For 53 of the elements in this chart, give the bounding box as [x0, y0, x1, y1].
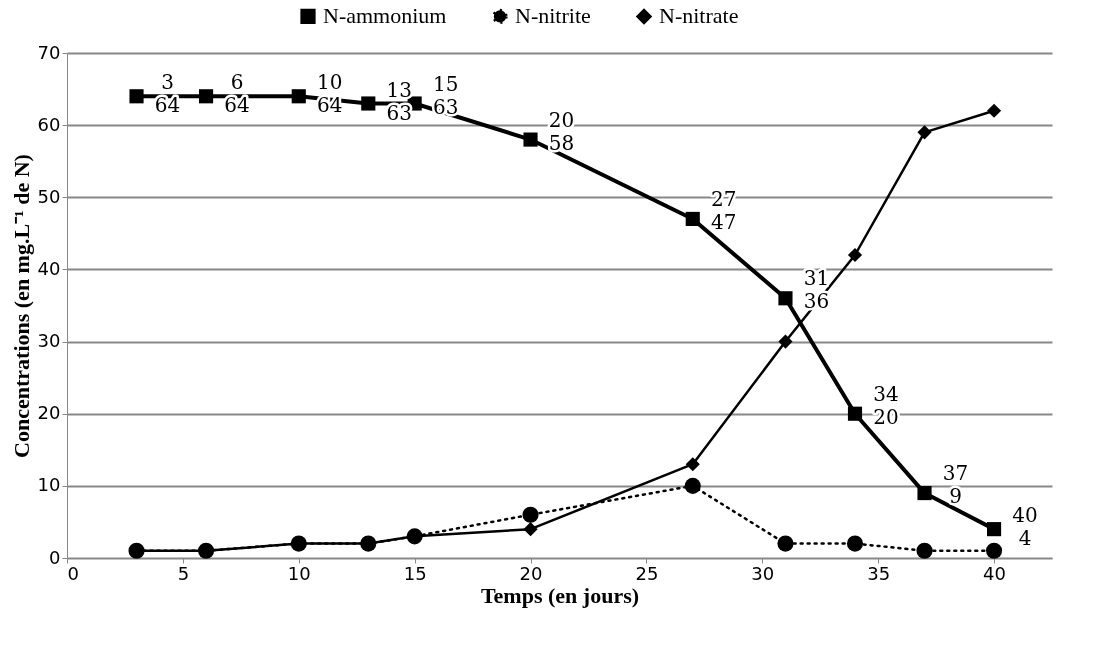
- y-tick-label: 40: [37, 257, 61, 279]
- point: [917, 125, 932, 140]
- y-tick-label: 10: [37, 474, 61, 496]
- point: [777, 535, 794, 552]
- point: [685, 211, 700, 226]
- point: [129, 89, 144, 104]
- y-tick-label: 70: [37, 41, 61, 63]
- data-label: 27 47: [711, 186, 737, 234]
- point: [685, 457, 700, 472]
- x-axis-title: Temps (en jours): [480, 582, 640, 608]
- point: [986, 542, 1003, 559]
- point: [778, 291, 793, 306]
- point: [986, 103, 1002, 118]
- data-label: 10 64: [317, 70, 343, 118]
- data-label: 6 64: [224, 70, 250, 118]
- x-tick-label: 10: [287, 562, 311, 584]
- point: [361, 96, 376, 111]
- point: [522, 506, 539, 523]
- point: [917, 486, 932, 501]
- data-label: 37 9: [942, 461, 969, 509]
- point: [291, 89, 306, 104]
- x-tick-label: 35: [867, 562, 891, 584]
- data-label: 3 64: [154, 70, 181, 118]
- legend-label: N-ammonium: [323, 3, 447, 29]
- point: [778, 334, 793, 349]
- y-axis-title: Concentrations (en mg.L⁻¹ de N): [8, 154, 34, 458]
- y-tick-label: 0: [49, 546, 61, 568]
- x-tick-label: 15: [403, 562, 427, 584]
- data-label: 40 4: [1012, 503, 1038, 551]
- x-tick-label: 25: [635, 562, 659, 584]
- point: [523, 522, 538, 537]
- data-label: 20 58: [548, 107, 575, 155]
- legend-label: N-nitrite: [515, 3, 591, 29]
- point: [847, 247, 863, 263]
- point: [847, 406, 863, 421]
- x-tick-label: 30: [751, 562, 775, 584]
- x-tick-label: 40: [983, 562, 1007, 584]
- data-label: 13 63: [386, 77, 413, 125]
- point: [846, 535, 864, 552]
- y-tick-label: 60: [37, 113, 61, 135]
- point: [198, 89, 214, 104]
- x-tick-label: 0: [67, 562, 79, 584]
- x-tick-label: 5: [177, 562, 190, 584]
- point: [986, 522, 1002, 537]
- point: [916, 542, 933, 559]
- point: [684, 477, 701, 494]
- legend-label: N-nitrate: [659, 3, 739, 29]
- point: [523, 132, 538, 147]
- x-tick-label: 20: [519, 562, 543, 584]
- data-label: 34 20: [873, 381, 899, 429]
- y-tick-label: 20: [37, 402, 61, 424]
- y-tick-label: 50: [37, 185, 61, 207]
- y-tick-label: 30: [37, 330, 61, 352]
